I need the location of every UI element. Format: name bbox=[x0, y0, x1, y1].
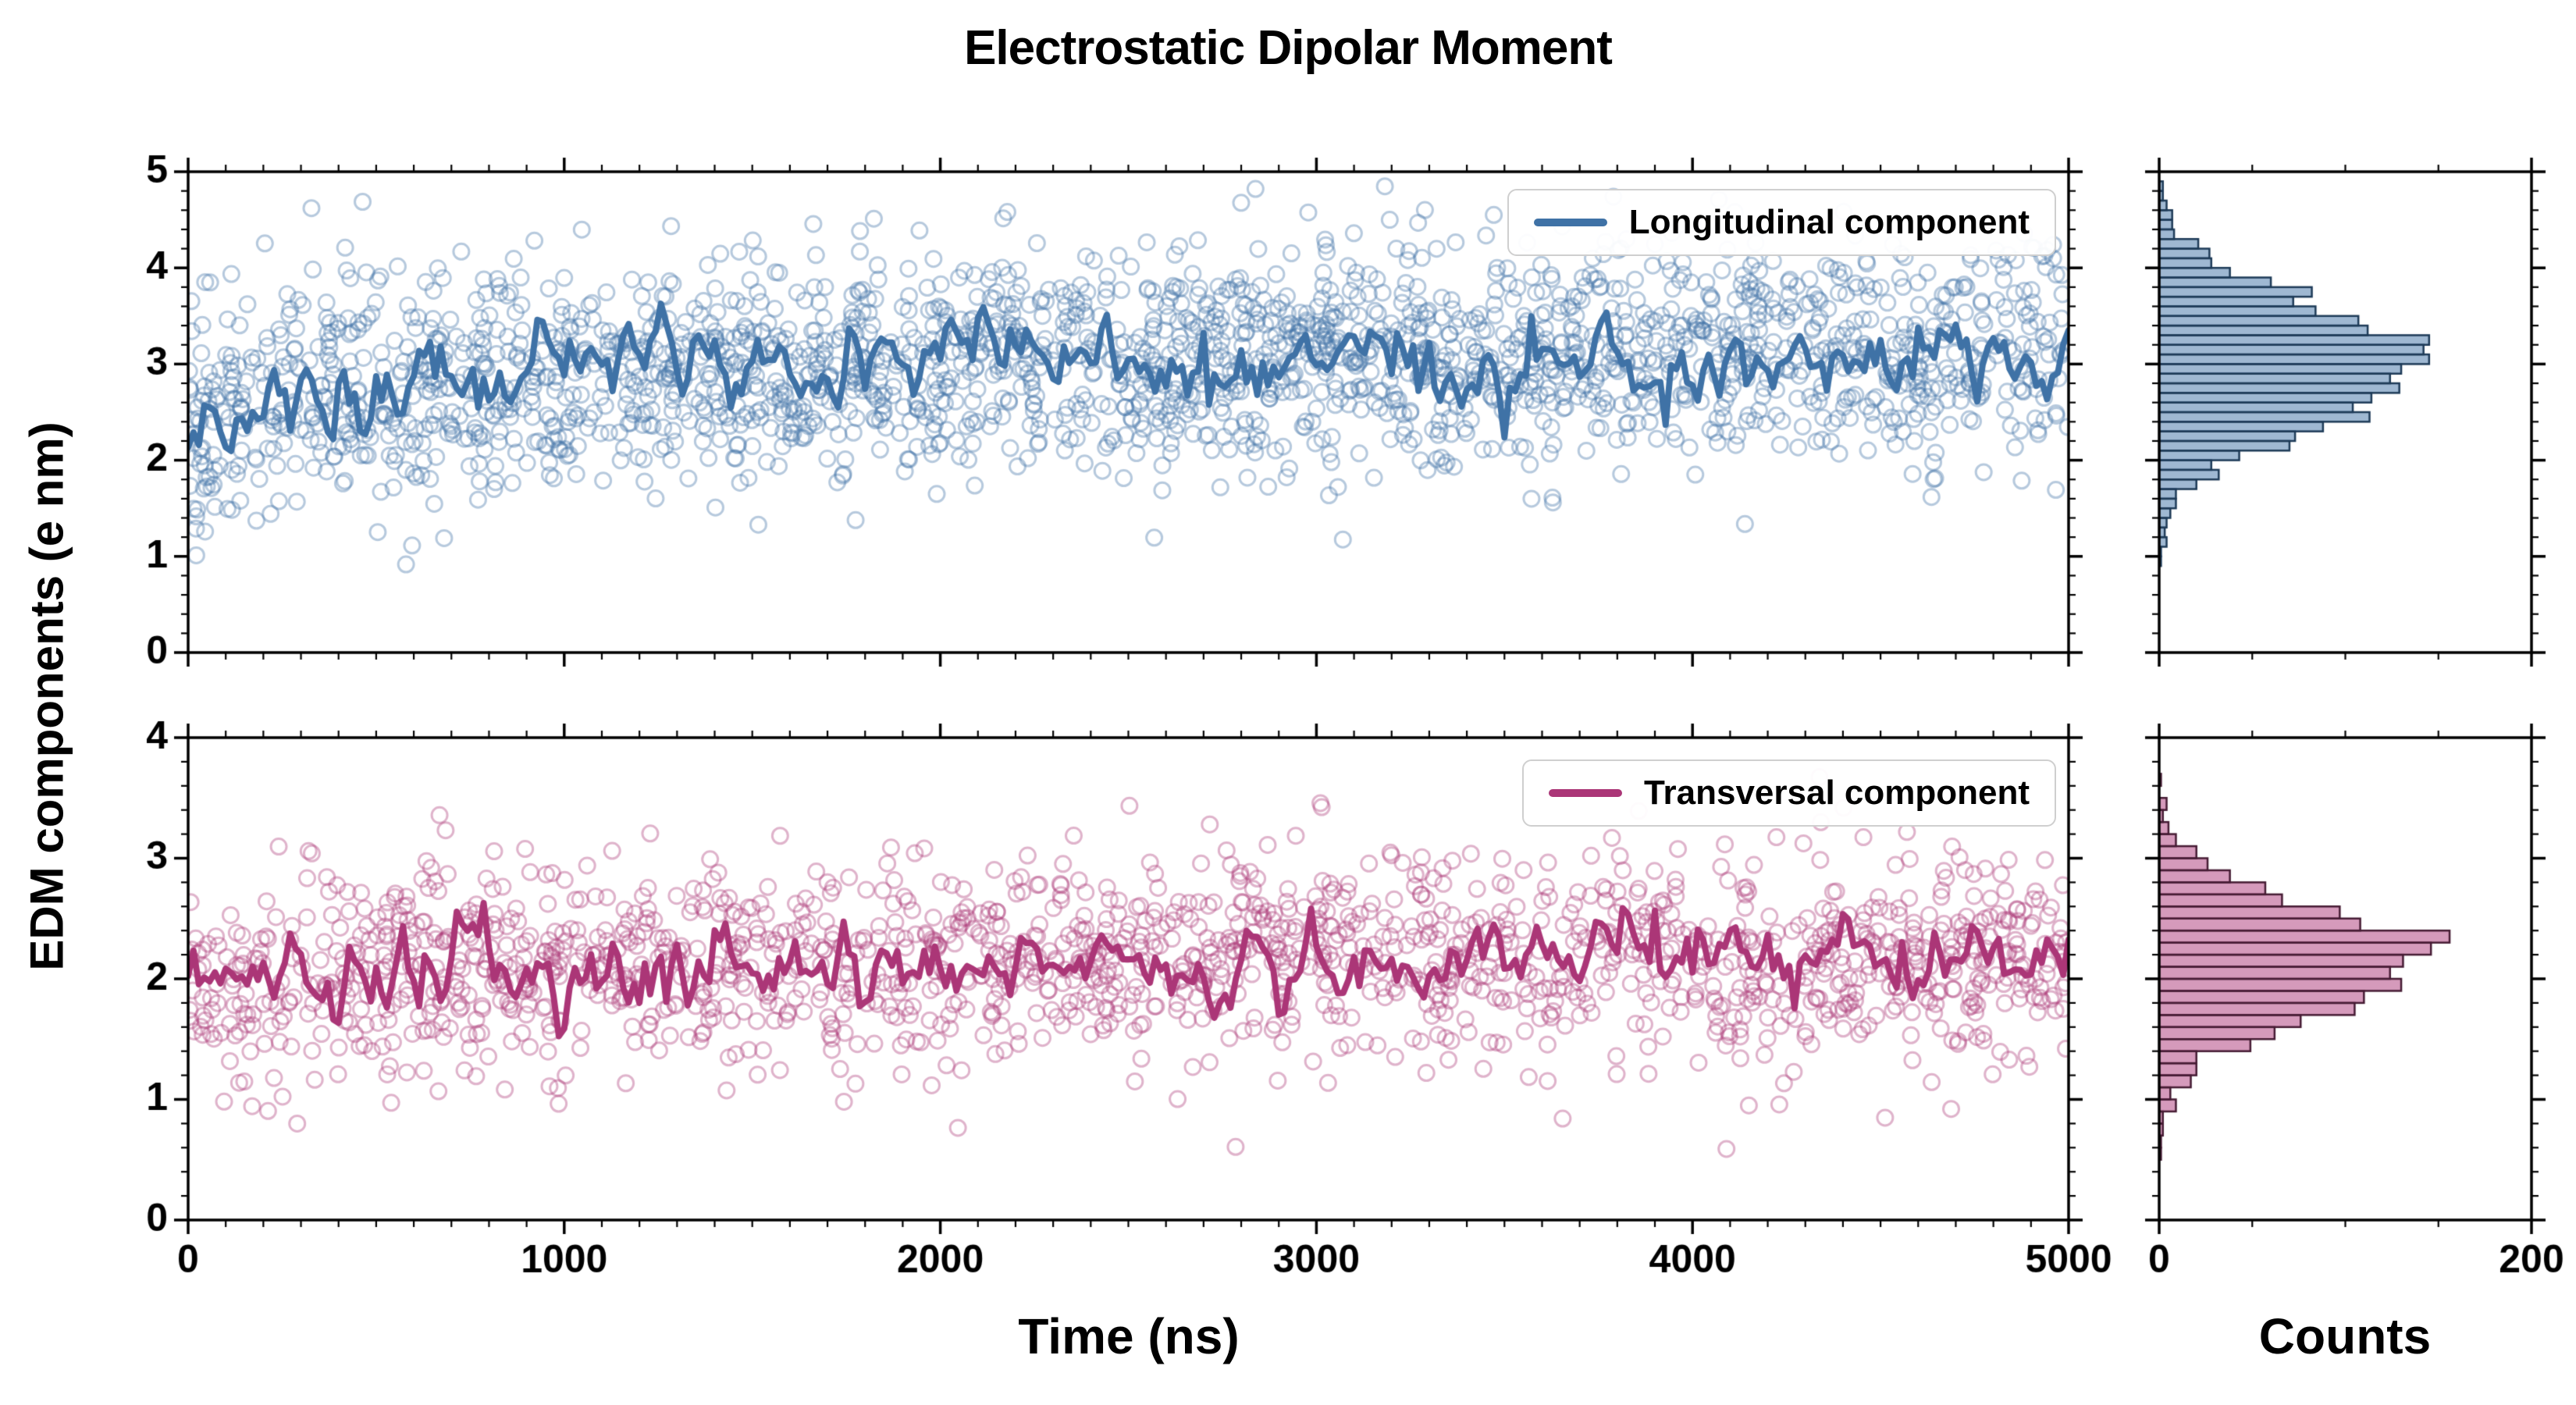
legend-line-swatch-transversal bbox=[1549, 789, 1623, 797]
legend-transversal: Transversal component bbox=[1522, 759, 2056, 827]
legend-longitudinal: Longitudinal component bbox=[1507, 189, 2056, 256]
transversal-histogram-panel bbox=[2159, 738, 2532, 1220]
legend-label-transversal: Transversal component bbox=[1644, 774, 2030, 812]
x-axis-label-counts: Counts bbox=[2258, 1308, 2432, 1364]
longitudinal-timeseries-panel: Longitudinal component bbox=[188, 172, 2069, 653]
chart-title: Electrostatic Dipolar Moment bbox=[964, 21, 1613, 75]
legend-line-swatch-longitudinal bbox=[1533, 219, 1607, 226]
longitudinal-histogram-panel bbox=[2159, 172, 2532, 653]
x-axis-label-time: Time (ns) bbox=[1018, 1308, 1240, 1364]
legend-label-longitudinal: Longitudinal component bbox=[1628, 203, 2030, 241]
y-axis-label: EDM components (e nm) bbox=[20, 422, 73, 971]
transversal-timeseries-panel: Transversal component bbox=[188, 738, 2069, 1220]
